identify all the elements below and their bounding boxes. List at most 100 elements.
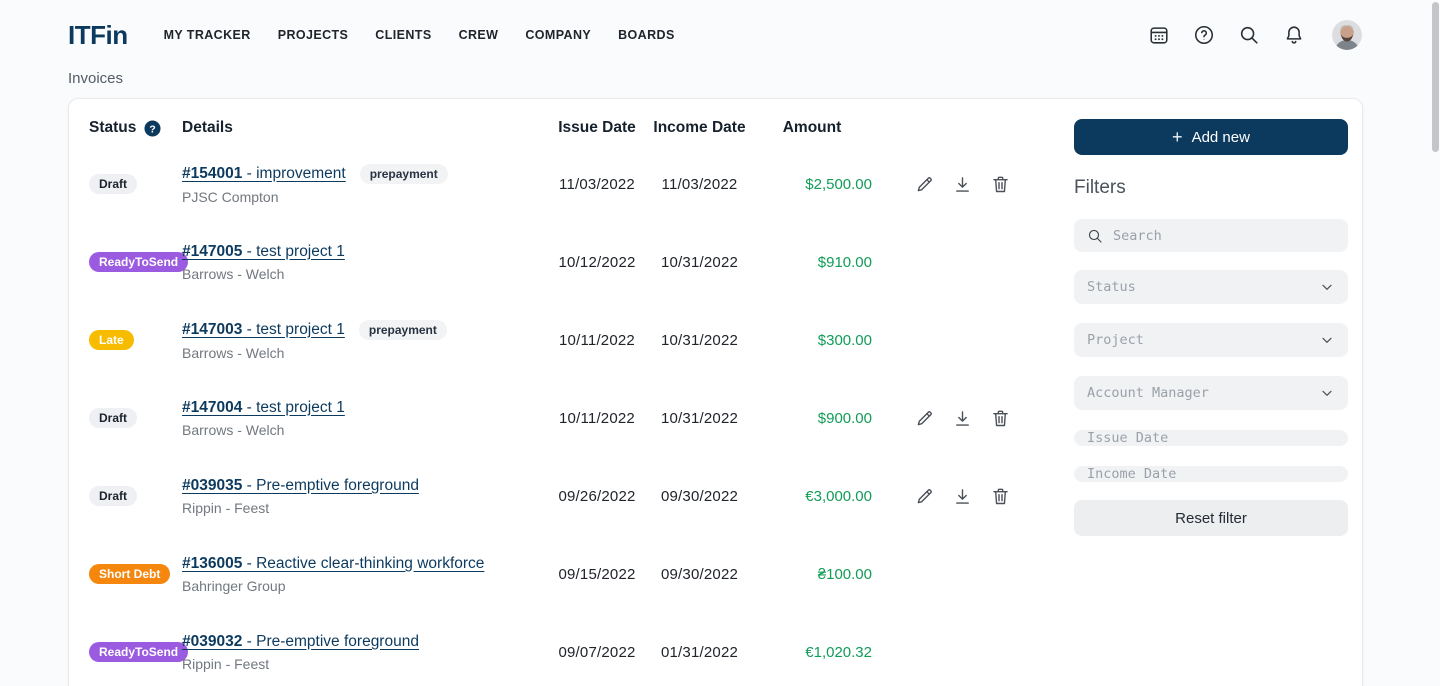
search-input[interactable]: [1113, 219, 1335, 252]
nav-company[interactable]: COMPANY: [525, 28, 592, 42]
page-scrollbar[interactable]: [1431, 0, 1440, 686]
income-date: 11/03/2022: [661, 175, 738, 193]
filter-search-field[interactable]: [1074, 219, 1348, 252]
table-row: Draft #147004 - test project 1 Barrows -…: [89, 379, 1074, 457]
invoices-table: Status ? Details Issue Date Income Date …: [69, 99, 1074, 686]
invoice-number: #147005: [182, 242, 243, 260]
status-filter-label: Status: [1087, 279, 1136, 295]
row-actions: [908, 408, 1028, 429]
income-date-column-header: Income Date: [653, 119, 746, 136]
nav-boards[interactable]: BOARDS: [618, 28, 675, 42]
reset-filter-button[interactable]: Reset filter: [1074, 500, 1348, 536]
status-badge: Draft: [89, 486, 138, 506]
plus-icon: +: [1172, 126, 1183, 147]
amount: $910.00: [817, 253, 872, 271]
account-manager-filter-dropdown[interactable]: Account Manager: [1074, 376, 1348, 410]
invoice-details: #154001 - improvement prepayment PJSC Co…: [182, 163, 547, 205]
income-date: 10/31/2022: [660, 409, 739, 427]
issue-date: 09/26/2022: [558, 487, 636, 505]
delete-icon[interactable]: [990, 408, 1011, 429]
client-name: PJSC Compton: [182, 188, 279, 205]
issue-date-filter-input[interactable]: [1074, 430, 1348, 446]
app-logo[interactable]: ITFin: [68, 19, 128, 50]
nav-projects[interactable]: PROJECTS: [277, 28, 349, 42]
invoice-rows: Draft #154001 - improvement prepayment P…: [89, 145, 1074, 686]
help-icon[interactable]: [1193, 24, 1215, 46]
invoice-link[interactable]: #039035 - Pre-emptive foreground: [182, 477, 419, 495]
invoice-number: #039035: [182, 476, 243, 494]
chevron-down-icon: [1319, 279, 1335, 295]
income-date: 10/31/2022: [660, 253, 739, 271]
issue-date: 09/15/2022: [558, 565, 636, 583]
invoice-link[interactable]: #039032 - Pre-emptive foreground: [182, 633, 419, 651]
issue-date-column-header: Issue Date: [558, 119, 636, 136]
income-date: 09/30/2022: [660, 487, 739, 505]
status-filter-dropdown[interactable]: Status: [1074, 270, 1348, 304]
invoice-number: #136005: [182, 554, 243, 572]
status-badge: Late: [89, 330, 134, 350]
invoice-title: - test project 1: [242, 320, 345, 338]
status-badge: ReadyToSend: [89, 252, 189, 272]
delete-icon[interactable]: [990, 486, 1011, 507]
invoice-link[interactable]: #147005 - test project 1: [182, 243, 345, 261]
invoice-link[interactable]: #147003 - test project 1: [182, 321, 345, 339]
invoice-details: #147005 - test project 1 Barrows - Welch: [182, 243, 547, 282]
add-new-label: Add new: [1191, 128, 1250, 146]
invoice-link[interactable]: #147004 - test project 1: [182, 399, 345, 417]
table-row: Draft #154001 - improvement prepayment P…: [89, 145, 1074, 223]
download-icon[interactable]: [952, 486, 973, 507]
nav-my-tracker[interactable]: MY TRACKER: [163, 28, 251, 42]
bell-icon[interactable]: [1283, 24, 1305, 46]
issue-date: 11/03/2022: [559, 175, 635, 193]
edit-icon[interactable]: [914, 408, 935, 429]
client-name: Bahringer Group: [182, 577, 286, 594]
svg-text:?: ?: [150, 124, 156, 135]
table-row: Draft #039035 - Pre-emptive foreground R…: [89, 457, 1074, 535]
income-date: 09/30/2022: [660, 565, 739, 583]
amount: €1,020.32: [805, 643, 872, 661]
table-row: Late #147003 - test project 1 prepayment…: [89, 301, 1074, 379]
invoice-title: - test project 1: [242, 242, 345, 260]
invoice-link[interactable]: #136005 - Reactive clear-thinking workfo…: [182, 555, 484, 573]
main-nav: MY TRACKER PROJECTS CLIENTS CREW COMPANY…: [164, 28, 675, 42]
search-icon[interactable]: [1238, 24, 1260, 46]
client-name: Rippin - Feest: [182, 655, 270, 672]
issue-date: 10/11/2022: [559, 409, 635, 427]
invoice-details: #136005 - Reactive clear-thinking workfo…: [182, 555, 547, 594]
chevron-down-icon: [1319, 332, 1335, 348]
invoice-title: - Pre-emptive foreground: [242, 476, 419, 494]
add-new-button[interactable]: + Add new: [1074, 119, 1348, 155]
project-filter-dropdown[interactable]: Project: [1074, 323, 1348, 357]
top-navigation-bar: ITFin MY TRACKER PROJECTS CLIENTS CREW C…: [0, 0, 1440, 70]
status-column-header: Status: [89, 119, 137, 136]
download-icon[interactable]: [952, 174, 973, 195]
invoice-number: #147004: [182, 398, 243, 416]
edit-icon[interactable]: [914, 486, 935, 507]
invoice-number: #147003: [182, 320, 243, 338]
client-name: Barrows - Welch: [182, 344, 285, 361]
details-column-header: Details: [182, 119, 233, 136]
calendar-icon[interactable]: [1148, 24, 1170, 46]
delete-icon[interactable]: [990, 174, 1011, 195]
amount: €3,000.00: [805, 487, 872, 505]
download-icon[interactable]: [952, 408, 973, 429]
status-help-icon[interactable]: ?: [144, 119, 161, 137]
client-name: Rippin - Feest: [182, 499, 270, 516]
chevron-down-icon: [1319, 385, 1335, 401]
issue-date: 10/11/2022: [559, 331, 635, 349]
user-avatar[interactable]: [1332, 20, 1362, 50]
invoice-link[interactable]: #154001 - improvement: [182, 165, 346, 183]
nav-clients[interactable]: CLIENTS: [375, 28, 432, 42]
invoice-number: #154001: [182, 164, 243, 182]
invoice-title: - test project 1: [242, 398, 345, 416]
income-date-filter-input[interactable]: [1074, 466, 1348, 482]
nav-crew[interactable]: CREW: [458, 28, 499, 42]
issue-date: 09/07/2022: [558, 643, 636, 661]
table-header-row: Status ? Details Issue Date Income Date …: [89, 111, 1074, 145]
table-row: ReadyToSend #039032 - Pre-emptive foregr…: [89, 613, 1074, 686]
scrollbar-thumb[interactable]: [1432, 2, 1439, 152]
status-badge: Draft: [89, 174, 138, 194]
edit-icon[interactable]: [914, 174, 935, 195]
invoice-number: #039032: [182, 632, 243, 650]
filters-sidebar: + Add new Filters Status Project Account…: [1074, 99, 1348, 536]
